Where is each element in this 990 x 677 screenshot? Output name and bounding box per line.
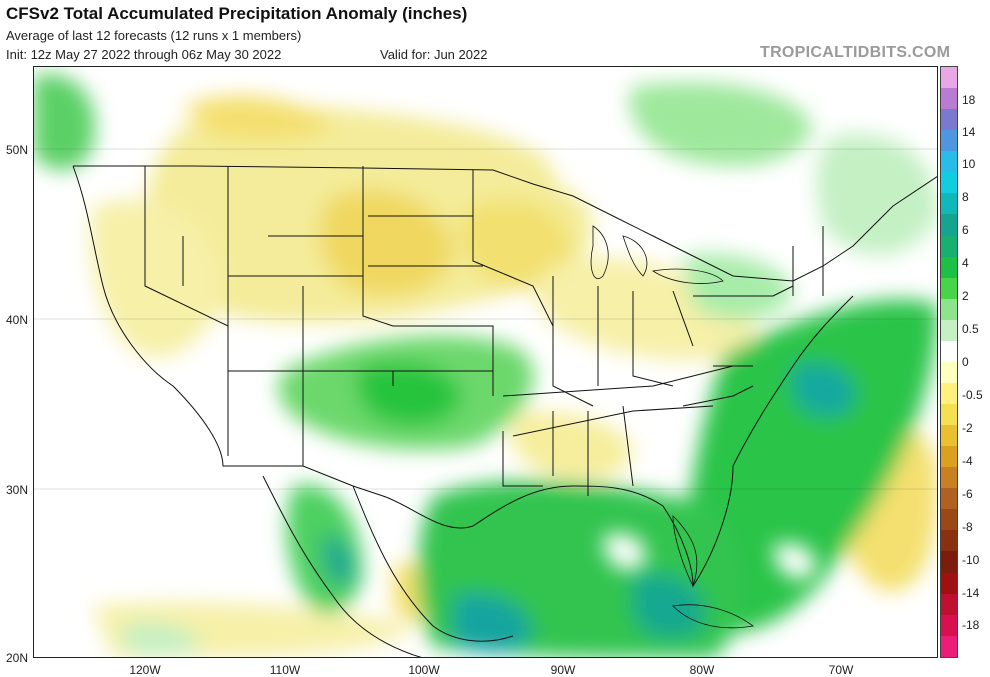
lon-label-100w: 100W	[408, 663, 440, 677]
colorbar-swatch	[941, 298, 957, 320]
colorbar-swatch	[941, 67, 957, 89]
lon-label-80w: 80W	[689, 663, 715, 677]
colorbar-label: -0.5	[962, 388, 983, 402]
lat-label-50n: 50N	[5, 143, 28, 157]
colorbar-label: 14	[962, 125, 976, 139]
colorbar-label: 4	[962, 256, 969, 270]
colorbar-swatch	[941, 88, 957, 110]
colorbar-label: -10	[962, 553, 980, 567]
colorbar-label: 18	[962, 93, 976, 107]
colorbar-label: 10	[962, 157, 976, 171]
valid-time-label: Valid for: Jun 2022	[380, 47, 488, 62]
colorbar-swatch	[941, 509, 957, 531]
colorbar-swatch	[941, 214, 957, 236]
colorbar-swatch	[941, 319, 957, 341]
colorbar-label: 0.5	[962, 322, 979, 336]
colorbar-label: -2	[962, 421, 973, 435]
colorbar-label: 0	[962, 355, 969, 369]
colorbar-swatch	[941, 109, 957, 131]
colorbar-legend	[940, 66, 958, 658]
colorbar-label: -6	[962, 487, 973, 501]
colorbar-label: -4	[962, 454, 973, 468]
colorbar-swatch	[941, 572, 957, 594]
colorbar-swatch	[941, 614, 957, 636]
colorbar-swatch	[941, 172, 957, 194]
colorbar-swatch	[941, 551, 957, 573]
colorbar-swatch	[941, 488, 957, 510]
colorbar-swatch	[941, 404, 957, 426]
colorbar-label: -8	[962, 520, 973, 534]
map-subtitle: Average of last 12 forecasts (12 runs x …	[6, 28, 302, 43]
precipitation-anomaly-map	[33, 66, 938, 658]
colorbar-swatch	[941, 277, 957, 299]
colorbar-swatch	[941, 382, 957, 404]
colorbar-swatch	[941, 361, 957, 383]
lon-label-90w: 90W	[550, 663, 576, 677]
brand-watermark: TROPICALTIDBITS.COM	[760, 44, 951, 61]
colorbar-label: 2	[962, 289, 969, 303]
colorbar-label: -14	[962, 586, 980, 600]
colorbar-swatch	[941, 446, 957, 468]
colorbar-label: 8	[962, 190, 969, 204]
lon-label-120w: 120W	[129, 663, 161, 677]
lat-label-30n: 30N	[5, 483, 28, 497]
lon-label-70w: 70W	[828, 663, 854, 677]
political-boundaries	[72, 165, 938, 658]
colorbar-swatch	[941, 530, 957, 552]
anomaly-fields	[33, 74, 938, 658]
lon-label-110w: 110W	[269, 663, 301, 677]
colorbar-swatch	[941, 151, 957, 173]
colorbar-swatch	[941, 635, 957, 657]
colorbar-swatch	[941, 235, 957, 257]
map-title: CFSv2 Total Accumulated Precipitation An…	[6, 4, 468, 23]
colorbar-swatch	[941, 467, 957, 489]
colorbar-swatch	[941, 130, 957, 152]
init-time-label: Init: 12z May 27 2022 through 06z May 30…	[6, 47, 282, 62]
colorbar-label: 6	[962, 223, 969, 237]
lat-label-20n: 20N	[5, 651, 28, 665]
colorbar-swatch	[941, 593, 957, 615]
colorbar-swatch	[941, 256, 957, 278]
lat-label-40n: 40N	[5, 313, 28, 327]
colorbar-swatch	[941, 193, 957, 215]
colorbar-swatch	[941, 340, 957, 362]
colorbar-label: -18	[962, 618, 980, 632]
colorbar-swatch	[941, 425, 957, 447]
